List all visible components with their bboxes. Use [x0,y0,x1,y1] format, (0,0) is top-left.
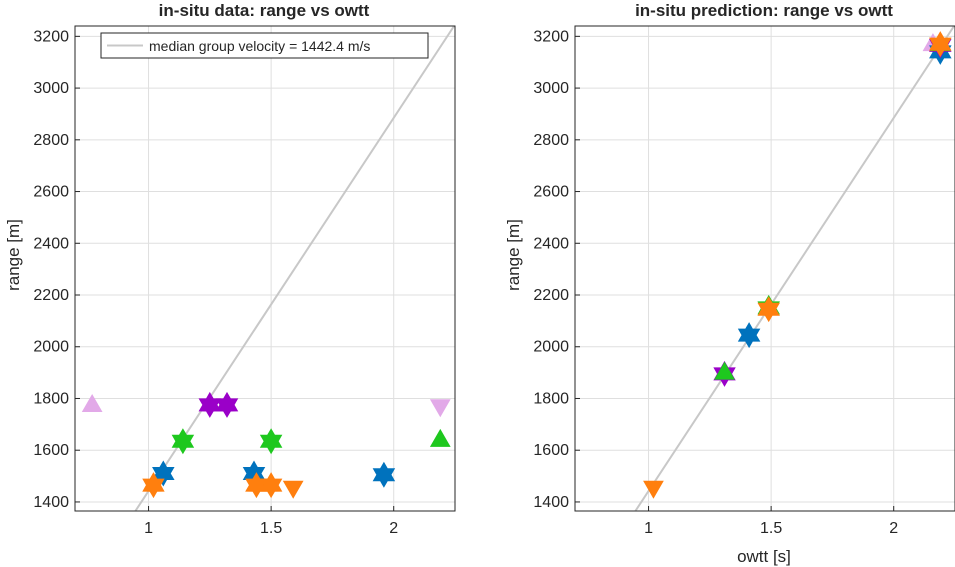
data-point-triangle-down [282,480,304,499]
chart-title: in-situ data: range vs owtt [159,1,370,20]
x-tick-label: 2 [889,520,898,537]
y-tick-label: 3000 [33,80,69,97]
data-point-hexagram [929,31,952,58]
legend: median group velocity = 1442.4 m/s [100,32,429,59]
y-tick-label: 1800 [533,390,569,407]
y-tick-label: 3000 [533,80,569,97]
data-point-hexagram [757,296,780,323]
left-chart: in-situ data: range vs owtt range [m] 1 1… [4,1,456,537]
y-tick-label: 1600 [33,442,69,459]
y-tick-label: 1800 [33,390,69,407]
data-point-triangle-up [714,361,735,380]
y-tick-label: 3200 [533,28,569,45]
y-tick-label: 1400 [533,494,569,511]
plot-content [634,26,955,511]
data-point-hexagram [171,428,195,455]
y-tick-label: 2200 [33,287,69,304]
data-point-triangle-up [429,428,451,447]
data-point-triangle-up [81,393,103,412]
y-tick-label: 2400 [533,235,569,252]
x-tick-label: 1.5 [260,520,282,537]
plot-area [575,26,955,511]
x-tick-label: 2 [389,520,398,537]
data-point-hexagram [259,428,283,455]
x-tick-label: 1 [144,520,153,537]
y-tick-label: 2600 [33,184,69,201]
group-velocity-line [634,26,955,511]
y-tick-label: 2400 [33,235,69,252]
y-axis-label: range [m] [4,219,23,291]
y-tick-label: 1600 [533,442,569,459]
y-tick-label: 1400 [33,494,69,511]
y-tick-label: 2000 [33,339,69,356]
data-point-triangle-down [643,480,664,499]
chart-title: in-situ prediction: range vs owtt [635,1,893,20]
y-axis-label: range [m] [504,219,523,291]
group-velocity-line [134,26,455,511]
y-tick-label: 3200 [33,28,69,45]
y-tick-label: 2600 [533,184,569,201]
axes-box [574,25,955,512]
data-point-hexagram [142,472,165,499]
x-axis-label: owtt [s] [737,547,791,566]
y-tick-label: 2800 [533,132,569,149]
data-point-hexagram [737,322,761,349]
data-point-hexagram [372,461,396,488]
y-tick-label: 2000 [533,339,569,356]
axes-box [74,25,456,512]
data-point-triangle-down [429,399,451,418]
x-tick-label: 1 [644,520,653,537]
y-tick-label: 2800 [33,132,69,149]
plot-content [81,26,455,511]
data-point-hexagram [259,472,283,499]
legend-entry-label: median group velocity = 1442.4 m/s [149,38,370,54]
right-chart: in-situ prediction: range vs owtt range … [504,1,955,566]
legend-box [100,32,429,59]
y-tick-label: 2200 [533,287,569,304]
x-tick-label: 1.5 [760,520,782,537]
plot-area [75,26,455,511]
data-point-hexagram [215,391,239,418]
